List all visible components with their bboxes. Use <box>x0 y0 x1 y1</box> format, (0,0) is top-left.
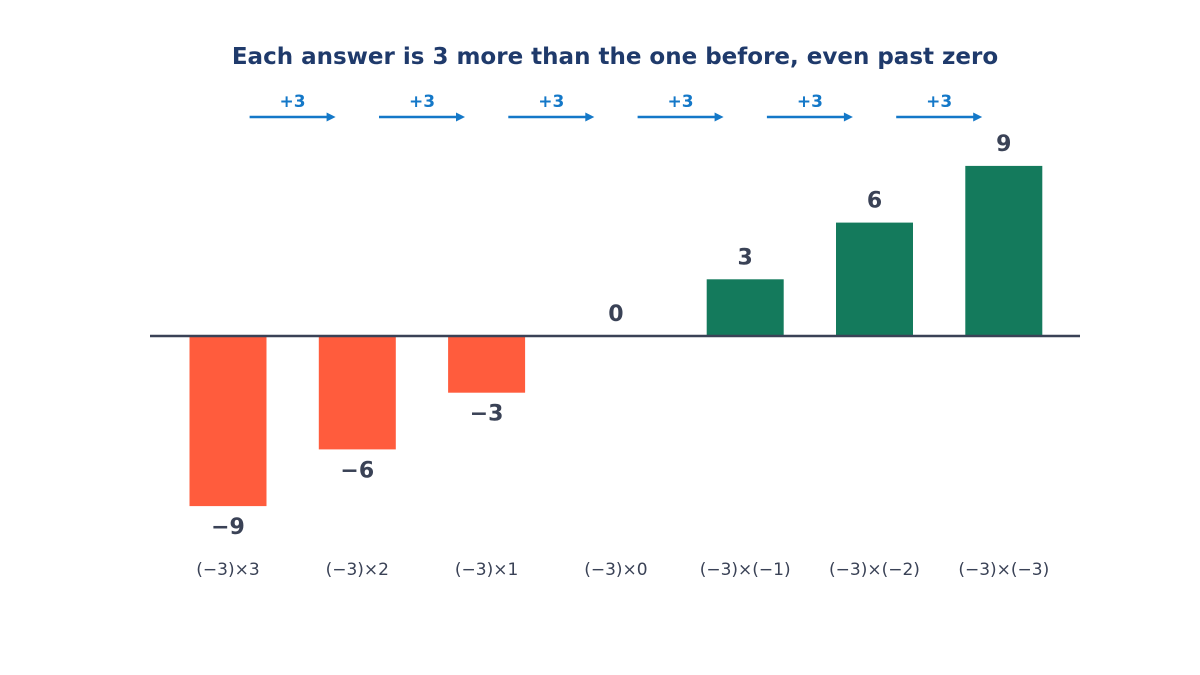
value-label-1: −6 <box>340 458 374 483</box>
value-label-3: 0 <box>608 302 623 327</box>
category-tick-labels: (−3)×3 (−3)×2 (−3)×1 (−3)×0 (−3)×(−1) (−3)×(−… <box>196 560 1049 580</box>
value-label-4: 3 <box>738 245 753 270</box>
arrow-head-icon <box>973 112 983 122</box>
tick-label-4: (−3)×(−1) <box>700 560 791 580</box>
tick-label-3: (−3)×0 <box>584 560 647 580</box>
bar-6 <box>965 165 1043 336</box>
value-label-6: 9 <box>996 132 1011 157</box>
tick-label-1: (−3)×2 <box>326 560 389 580</box>
step-label-1: +3 <box>409 92 435 112</box>
bar-4 <box>706 279 784 336</box>
tick-label-6: (−3)×(−3) <box>958 560 1049 580</box>
chart-title: Each answer is 3 more than the one befor… <box>232 44 998 70</box>
arrow-head-icon <box>714 112 724 122</box>
arrow-head-icon <box>843 112 853 122</box>
value-labels: −9 −6 −3 0 3 6 9 <box>211 132 1011 540</box>
value-label-0: −9 <box>211 515 245 540</box>
step-annotation-0: +3 <box>249 92 336 122</box>
bar-0 <box>189 336 267 507</box>
step-annotations: +3 +3 +3 +3 +3 +3 <box>249 92 983 122</box>
bar-1 <box>318 336 396 450</box>
step-label-5: +3 <box>926 92 952 112</box>
step-label-0: +3 <box>280 92 306 112</box>
bar-5 <box>836 222 913 336</box>
bar-2 <box>448 336 526 393</box>
tick-label-5: (−3)×(−2) <box>829 560 920 580</box>
step-annotation-1: +3 <box>379 92 465 122</box>
arrow-head-icon <box>585 112 595 122</box>
step-label-4: +3 <box>797 92 823 112</box>
step-annotation-4: +3 <box>766 92 853 122</box>
arrow-head-icon <box>326 112 336 122</box>
value-label-5: 6 <box>867 189 882 214</box>
value-label-2: −3 <box>470 402 504 427</box>
arrow-head-icon <box>456 112 465 122</box>
step-label-3: +3 <box>668 92 694 112</box>
step-annotation-5: +3 <box>896 92 983 122</box>
step-annotation-2: +3 <box>508 92 595 122</box>
bars <box>189 165 1043 507</box>
step-annotation-3: +3 <box>637 92 724 122</box>
tick-label-0: (−3)×3 <box>196 560 259 580</box>
step-label-2: +3 <box>538 92 564 112</box>
tick-label-2: (−3)×1 <box>455 560 518 580</box>
